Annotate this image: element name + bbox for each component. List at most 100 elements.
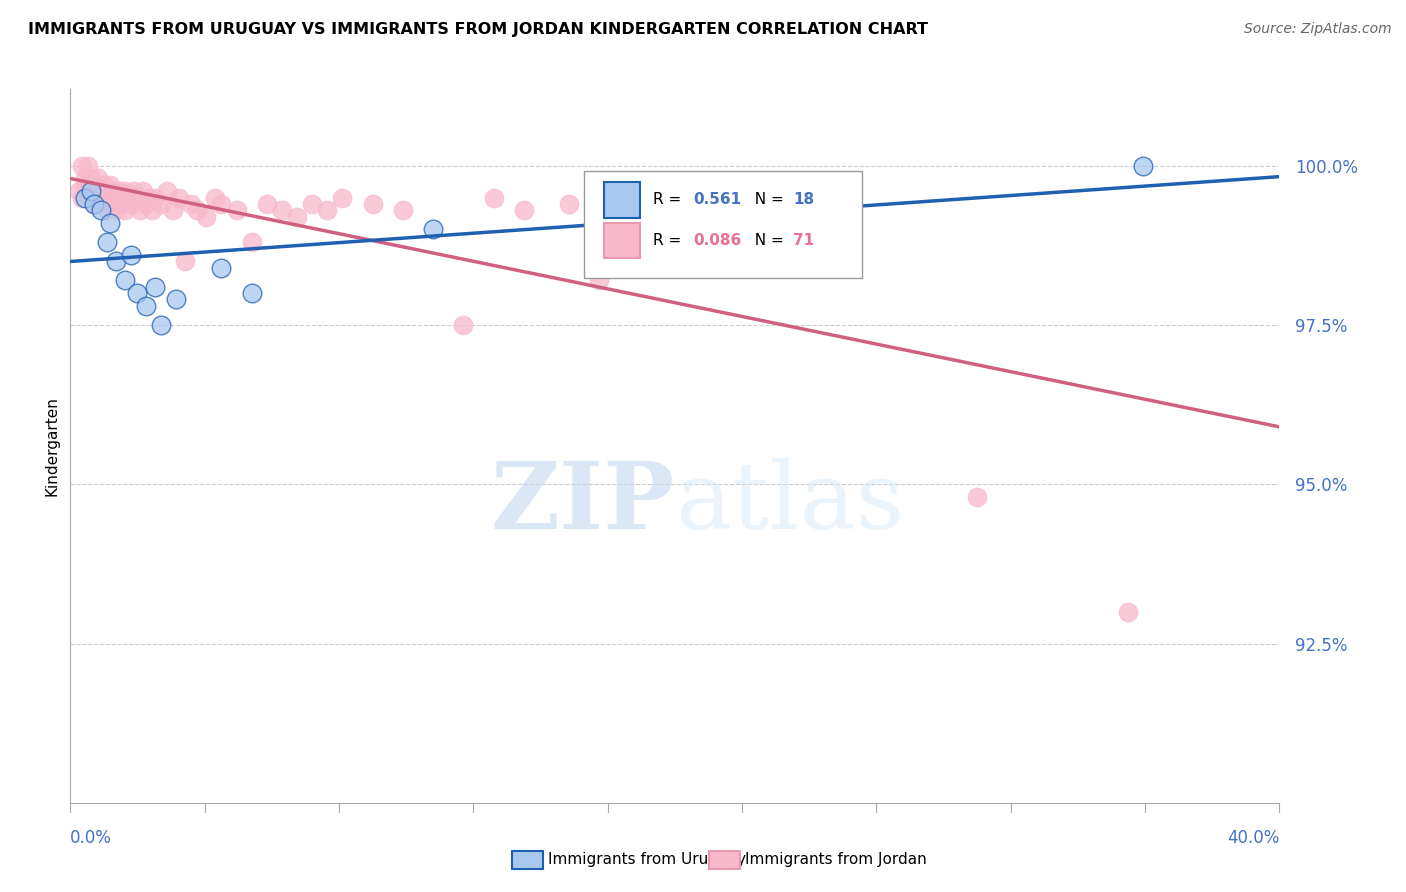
Point xyxy=(138,190,160,204)
Point xyxy=(98,216,121,230)
Point xyxy=(186,203,208,218)
Text: ZIP: ZIP xyxy=(491,458,675,548)
Point xyxy=(83,178,105,192)
Point xyxy=(482,190,505,204)
Point xyxy=(77,159,100,173)
Text: Immigrants from Uruguay: Immigrants from Uruguay xyxy=(548,853,747,867)
FancyBboxPatch shape xyxy=(603,182,640,218)
Point xyxy=(120,248,142,262)
Point xyxy=(80,184,103,198)
Text: 18: 18 xyxy=(793,193,814,207)
Point xyxy=(709,210,731,224)
Point xyxy=(111,190,134,204)
Point xyxy=(211,260,233,275)
Point xyxy=(80,171,103,186)
Point xyxy=(101,184,124,198)
Point xyxy=(114,273,136,287)
Point xyxy=(204,190,226,204)
Text: 40.0%: 40.0% xyxy=(1227,830,1279,847)
Point xyxy=(75,190,97,204)
Point xyxy=(90,184,111,198)
Y-axis label: Kindergarten: Kindergarten xyxy=(44,396,59,496)
Point xyxy=(132,184,155,198)
Point xyxy=(143,279,166,293)
Text: 0.0%: 0.0% xyxy=(70,830,112,847)
Point xyxy=(141,203,163,218)
Point xyxy=(83,197,105,211)
Text: IMMIGRANTS FROM URUGUAY VS IMMIGRANTS FROM JORDAN KINDERGARTEN CORRELATION CHART: IMMIGRANTS FROM URUGUAY VS IMMIGRANTS FR… xyxy=(28,22,928,37)
Point xyxy=(93,190,115,204)
Point xyxy=(633,203,655,218)
Point xyxy=(195,210,218,224)
Point xyxy=(83,197,105,211)
Text: atlas: atlas xyxy=(675,458,904,548)
Text: R =: R = xyxy=(654,233,686,248)
Point xyxy=(588,273,610,287)
Text: 71: 71 xyxy=(793,233,814,248)
Point xyxy=(72,159,94,173)
Point xyxy=(270,203,294,218)
Point xyxy=(135,197,157,211)
Point xyxy=(114,184,136,198)
Point xyxy=(256,197,278,211)
Point xyxy=(240,235,263,249)
Text: N =: N = xyxy=(745,233,789,248)
Point xyxy=(165,293,187,307)
Point xyxy=(391,203,415,218)
Point xyxy=(332,190,354,204)
Point xyxy=(90,197,111,211)
Point xyxy=(104,203,127,218)
Point xyxy=(162,203,184,218)
Point xyxy=(361,197,384,211)
Point xyxy=(225,203,247,218)
Point xyxy=(98,178,121,192)
Point xyxy=(167,190,190,204)
Point xyxy=(86,190,108,204)
Point xyxy=(98,190,121,204)
Point xyxy=(96,184,118,198)
Point xyxy=(122,184,145,198)
Point xyxy=(107,184,129,198)
Point xyxy=(90,203,111,218)
FancyBboxPatch shape xyxy=(603,223,640,259)
Point xyxy=(664,197,686,211)
Point xyxy=(156,184,179,198)
Point xyxy=(240,286,263,301)
Point xyxy=(135,299,157,313)
Point xyxy=(558,197,581,211)
Point xyxy=(117,190,139,204)
Point xyxy=(77,184,100,198)
Text: 0.086: 0.086 xyxy=(693,233,741,248)
Text: Source: ZipAtlas.com: Source: ZipAtlas.com xyxy=(1244,22,1392,37)
Text: 0.561: 0.561 xyxy=(693,193,741,207)
Point xyxy=(211,197,233,211)
Point xyxy=(453,318,475,332)
Point xyxy=(125,190,148,204)
Point xyxy=(966,490,988,504)
Point xyxy=(143,190,166,204)
Point xyxy=(101,197,124,211)
Point xyxy=(316,203,339,218)
Point xyxy=(422,222,444,236)
Point xyxy=(150,197,172,211)
Point xyxy=(1132,159,1154,173)
Point xyxy=(174,254,197,268)
Point xyxy=(128,203,150,218)
Point xyxy=(93,178,115,192)
Point xyxy=(67,184,90,198)
Point xyxy=(75,178,97,192)
Point xyxy=(150,318,172,332)
Point xyxy=(1116,605,1139,619)
FancyBboxPatch shape xyxy=(585,171,862,278)
Point xyxy=(80,190,103,204)
Point xyxy=(96,203,118,218)
Point xyxy=(104,254,127,268)
Point xyxy=(180,197,202,211)
Point xyxy=(114,203,136,218)
Point xyxy=(104,190,127,204)
Point xyxy=(96,235,118,249)
Point xyxy=(86,171,108,186)
Point xyxy=(72,190,94,204)
Point xyxy=(301,197,323,211)
Point xyxy=(285,210,308,224)
